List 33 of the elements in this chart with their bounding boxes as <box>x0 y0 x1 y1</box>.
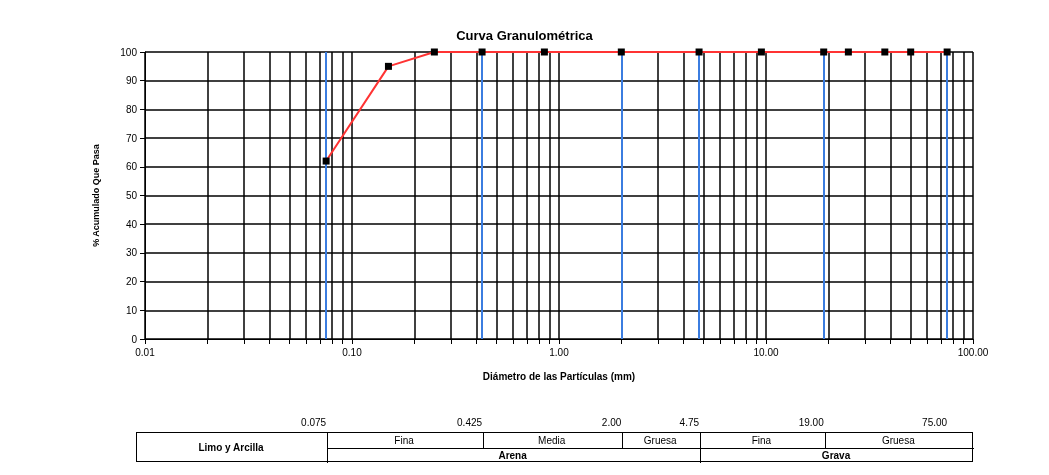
text: Limo y Arcilla <box>198 441 264 453</box>
y-tick-label: 60 <box>125 161 138 173</box>
text: Gruesa <box>881 434 915 445</box>
text: 0.425 <box>457 416 483 428</box>
text: Grava <box>821 449 851 460</box>
x-tick-label: 0.10 <box>342 346 363 358</box>
text: Arena <box>498 449 527 460</box>
x-tick-label: 1.00 <box>549 346 570 358</box>
text: Fina <box>394 434 414 445</box>
text: Gruesa <box>643 434 677 445</box>
x-tick-label: 0.01 <box>135 346 156 358</box>
y-axis-title: % Acumulado Que Pasa <box>90 143 101 247</box>
y-tick-label: 100 <box>120 46 138 58</box>
y-tick-label: 0 <box>131 333 138 345</box>
chart-title: Curva Granulométrica <box>456 28 594 43</box>
text: 2.00 <box>601 416 622 428</box>
y-tick-label: 80 <box>125 103 138 115</box>
y-tick-label: 70 <box>125 132 138 144</box>
text: Media <box>538 434 566 445</box>
text: 19.00 <box>798 416 825 428</box>
x-tick-label: 100.00 <box>957 346 989 358</box>
text: Fina <box>751 434 772 445</box>
x-axis-title: Diámetro de las Partículas (mm) <box>482 370 636 382</box>
x-tick-label: 10.00 <box>753 346 779 358</box>
y-tick-label: 40 <box>125 218 138 230</box>
text: 0.075 <box>301 416 327 428</box>
y-tick-label: 30 <box>125 247 138 259</box>
y-tick-label: 20 <box>125 276 138 288</box>
text: 4.75 <box>679 416 700 428</box>
text: 75.00 <box>922 416 948 428</box>
y-tick-label: 10 <box>125 304 138 316</box>
y-tick-label: 50 <box>125 190 138 201</box>
y-tick-label: 90 <box>125 75 138 87</box>
